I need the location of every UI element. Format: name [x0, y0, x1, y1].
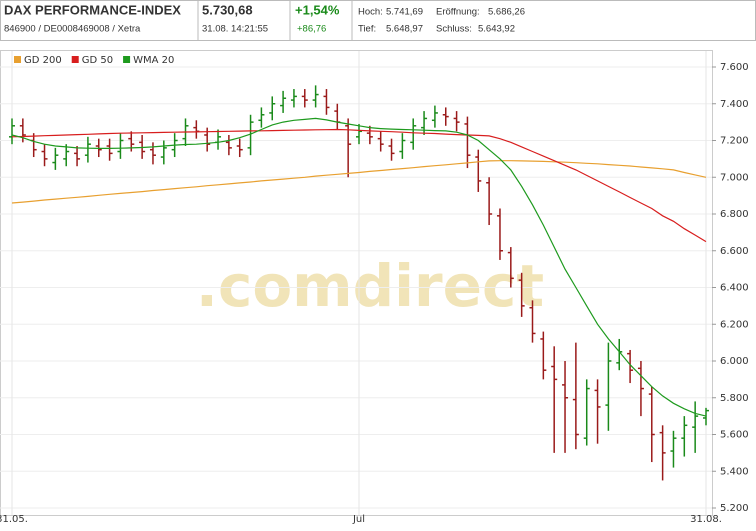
y-tick-label: 5.800 — [720, 393, 749, 404]
stat-value: 5.741,69 — [386, 7, 423, 18]
stat-value: 5.686,26 — [488, 7, 525, 18]
legend-swatch — [71, 56, 79, 63]
y-tick-label: 6.800 — [720, 209, 749, 220]
x-tick-label: 31.08. — [690, 514, 722, 525]
stat-value: 5.643,92 — [478, 24, 515, 35]
header-box — [0, 0, 756, 41]
x-tick-label: 31.05. — [0, 514, 28, 525]
legend-label: GD 50 — [82, 55, 113, 66]
y-tick-label: 6.600 — [720, 246, 749, 257]
time: 31.08. 14:21:55 — [202, 24, 268, 35]
legend-swatch — [123, 56, 131, 63]
change-pct: +1,54% — [295, 2, 340, 17]
indicator-line — [11, 117, 707, 417]
legend-label: WMA 20 — [133, 55, 174, 66]
y-tick-label: 7.000 — [720, 172, 749, 183]
change-abs: +86,76 — [297, 24, 326, 35]
watermark: .comdirect — [196, 252, 544, 320]
y-tick-label: 6.000 — [720, 356, 749, 367]
price: 5.730,68 — [202, 2, 253, 17]
title: DAX PERFORMANCE-INDEX — [4, 2, 181, 17]
legend-swatch — [14, 56, 21, 63]
indicator-line — [11, 160, 707, 204]
stat-label: Eröffnung: — [436, 7, 480, 18]
y-tick-label: 7.200 — [720, 136, 749, 147]
y-tick-label: 7.400 — [720, 99, 749, 110]
stat-label: Hoch: — [358, 7, 383, 18]
plot-frame — [0, 50, 713, 516]
stat-label: Tief: — [358, 24, 376, 35]
stat-value: 5.648,97 — [386, 24, 423, 35]
y-tick-label: 6.200 — [720, 319, 749, 330]
indicator-line — [11, 128, 707, 243]
y-tick-label: 5.200 — [720, 503, 749, 514]
stat-label: Schluss: — [436, 24, 472, 35]
y-tick-label: 7.600 — [720, 62, 749, 73]
identifier: 846900 / DE0008469008 / Xetra — [4, 24, 141, 35]
x-tick-label: Jul — [352, 514, 365, 525]
y-tick-label: 5.600 — [720, 430, 749, 441]
y-tick-label: 6.400 — [720, 283, 749, 294]
legend-label: GD 200 — [24, 55, 62, 66]
y-tick-label: 5.400 — [720, 466, 749, 477]
